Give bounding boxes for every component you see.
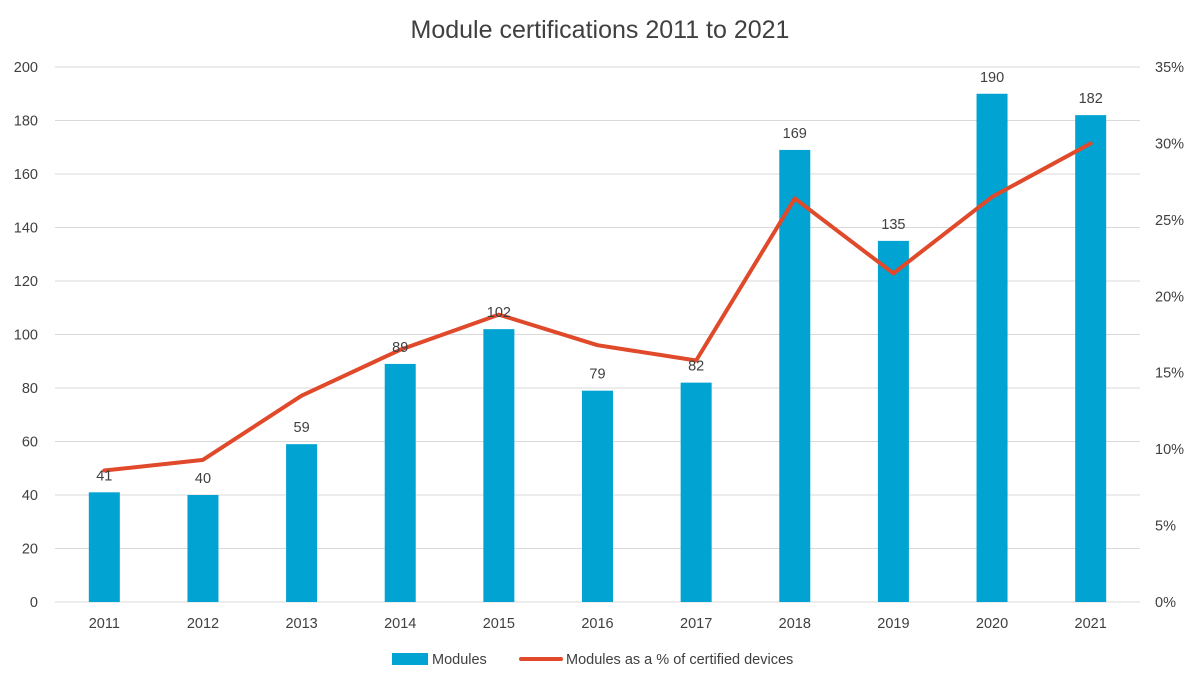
y-right-tick-label: 25%	[1155, 213, 1184, 229]
bar-2021	[1075, 115, 1107, 603]
bar-series	[88, 93, 1107, 603]
x-tick-label: 2019	[877, 616, 909, 632]
bar-2017	[680, 382, 712, 602]
bar-data-label: 40	[195, 471, 211, 487]
x-tick-label: 2015	[483, 616, 515, 632]
x-tick-label: 2021	[1075, 616, 1107, 632]
bar-2012	[187, 495, 219, 602]
y-left-tick-label: 160	[14, 167, 38, 183]
bar-2014	[384, 363, 416, 602]
y-left-tick-label: 80	[22, 381, 38, 397]
axes: 0 20 40 60 80 100 120 140 160 180 200 0% 5% 10% 15% 20%…	[14, 60, 1184, 632]
legend-label-percent: Modules as a % of certified devices	[566, 652, 793, 668]
y-left-tick-label: 180	[14, 114, 38, 130]
x-tick-label: 2020	[976, 616, 1008, 632]
line-series	[102, 141, 1093, 473]
bar-data-label: 102	[487, 305, 511, 321]
x-tick-label: 2013	[285, 616, 317, 632]
gridlines	[55, 66, 1140, 603]
bar-data-label: 79	[589, 367, 605, 383]
bar-2019	[877, 240, 909, 602]
chart-title: Module certifications 2011 to 2021	[411, 16, 790, 44]
y-left-tick-label: 40	[22, 488, 38, 504]
x-tick-label: 2018	[779, 616, 811, 632]
legend: Modules Modules as a % of certified devic…	[392, 652, 793, 668]
x-tick-label: 2017	[680, 616, 712, 632]
y-left-tick-label: 140	[14, 221, 38, 237]
bar-data-label: 59	[294, 420, 310, 436]
y-right-tick-label: 0%	[1155, 595, 1176, 611]
x-tick-label: 2014	[384, 616, 416, 632]
bar-2011	[88, 492, 120, 602]
bar-2013	[286, 444, 318, 602]
y-right-tick-label: 15%	[1155, 366, 1184, 382]
bar-data-label: 190	[980, 70, 1004, 86]
bar-data-label: 169	[783, 126, 807, 142]
bar-data-label: 82	[688, 359, 704, 375]
bar-2015	[483, 329, 515, 602]
y-right-tick-label: 20%	[1155, 289, 1184, 305]
legend-label-modules: Modules	[432, 652, 487, 668]
y-right-tick-label: 5%	[1155, 519, 1176, 535]
bar-2020	[976, 93, 1008, 602]
y-left-tick-label: 20	[22, 542, 38, 558]
y-left-tick-label: 100	[14, 328, 38, 344]
data-labels: 41 40 59 89 102 79 82 169 135 190 182	[96, 70, 1103, 487]
y-right-tick-label: 10%	[1155, 442, 1184, 458]
bar-data-label: 89	[392, 340, 408, 356]
bar-2016	[582, 390, 613, 602]
x-tick-label: 2016	[581, 616, 613, 632]
bar-data-label: 135	[881, 217, 905, 233]
y-left-tick-label: 0	[30, 595, 38, 611]
y-left-tick-label: 200	[14, 60, 38, 76]
x-tick-label: 2012	[187, 616, 219, 632]
bar-data-label: 182	[1079, 91, 1103, 107]
y-right-tick-label: 35%	[1155, 60, 1184, 76]
y-right-tick-label: 30%	[1155, 136, 1184, 152]
bar-data-label: 41	[96, 468, 112, 484]
y-left-tick-label: 120	[14, 274, 38, 290]
bar-2018	[779, 149, 811, 603]
legend-swatch-modules	[392, 653, 428, 665]
y-left-tick-label: 60	[22, 435, 38, 451]
x-tick-label: 2011	[89, 616, 120, 632]
